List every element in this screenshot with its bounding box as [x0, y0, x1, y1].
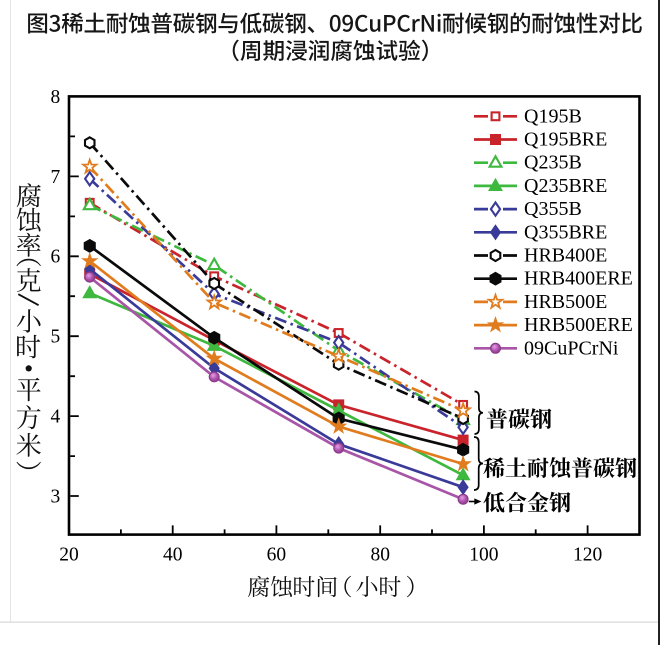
svg-text:100: 100 — [469, 545, 498, 566]
svg-text:HRB500E: HRB500E — [524, 291, 607, 313]
svg-text:120: 120 — [573, 545, 602, 566]
svg-text:Q355BRE: Q355BRE — [524, 221, 607, 243]
svg-text:20: 20 — [59, 545, 79, 566]
svg-text:HRB500ERE: HRB500ERE — [524, 314, 633, 336]
svg-text:7: 7 — [51, 167, 61, 188]
svg-text:HRB400E: HRB400E — [524, 245, 607, 267]
svg-text:Q235B: Q235B — [524, 152, 582, 174]
svg-text:Q195B: Q195B — [524, 105, 582, 127]
svg-text:09CuPCrNi: 09CuPCrNi — [524, 337, 619, 359]
svg-text:Q355B: Q355B — [524, 198, 582, 220]
svg-text:4: 4 — [51, 407, 61, 428]
svg-text:60: 60 — [267, 545, 287, 566]
svg-text:6: 6 — [51, 247, 61, 268]
svg-text:5: 5 — [51, 327, 61, 348]
svg-text:Q195BRE: Q195BRE — [524, 129, 607, 151]
svg-text:Q235BRE: Q235BRE — [524, 175, 607, 197]
svg-text:8: 8 — [51, 87, 61, 108]
svg-text:40: 40 — [163, 545, 183, 566]
svg-text:3: 3 — [51, 486, 61, 507]
svg-text:80: 80 — [370, 545, 390, 566]
svg-text:HRB400ERE: HRB400ERE — [524, 268, 633, 290]
